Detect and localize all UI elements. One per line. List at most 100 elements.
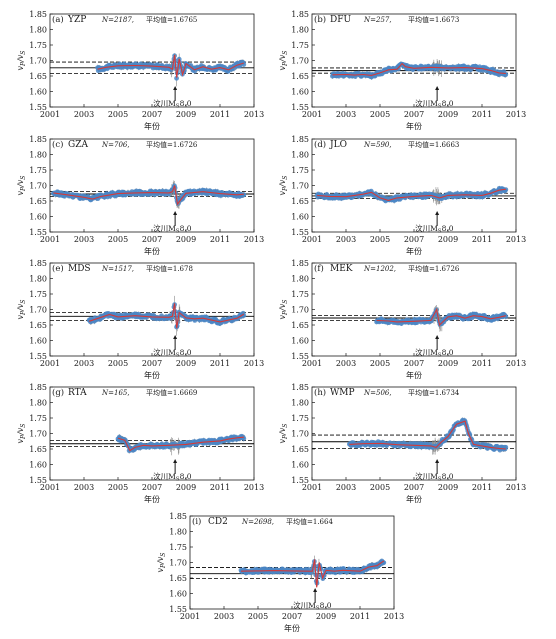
station-name: CD2 [208,517,228,527]
y-tick-label: 1.80 [291,151,309,160]
event-label: 汶川MS8.0 [153,223,192,235]
y-tick-label: 1.80 [29,275,47,284]
x-tick-label: 2005 [248,612,268,621]
plot-frame [311,13,517,108]
y-tick-label: 1.85 [291,383,309,392]
chart-panel-h: 1.55 1.60 1.65 1.70 1.75 1.80 1.85 2001 2003 2005… [278,383,526,504]
x-tick-label: 2011 [472,483,492,492]
plot-frame [49,13,255,108]
station-name: RTA [68,388,87,398]
event-arrowhead [435,335,440,339]
y-tick-label: 1.85 [291,135,309,144]
y-tick-label: 1.70 [29,306,47,315]
station-name: GZA [68,140,88,150]
y-tick-label: 1.85 [169,512,187,521]
y-tick-label: 1.65 [29,321,47,330]
x-axis-label: 年份 [406,370,422,380]
event-arrowhead [435,86,440,90]
x-tick-label: 2005 [370,359,390,368]
plot-frame [311,262,517,357]
x-tick-label: 2001 [302,110,322,119]
event-label: 汶川MS8.0 [415,223,454,235]
y-tick-label: 1.75 [291,414,309,423]
panel-label: (c) [52,139,63,150]
y-tick-label: 1.55 [291,103,309,112]
event-label: 汶川MS8.0 [415,98,454,110]
event-arrowhead [173,459,178,463]
mean-value-label: 平均值=1.6765 [146,15,197,24]
y-tick-label: 1.75 [29,41,47,50]
y-axis-label: vP/vS [278,51,289,71]
sample-count: N=257, [363,16,392,24]
y-tick-label: 1.70 [29,430,47,439]
y-axis-label: vP/vS [278,176,289,196]
x-tick-label: 2013 [506,235,526,244]
y-tick-label: 1.80 [291,26,309,35]
x-tick-label: 2003 [336,110,356,119]
plot-frame [311,138,517,233]
x-axis-label: 年份 [406,494,422,504]
smoothed-series-line [376,307,506,327]
y-tick-label: 1.75 [291,41,309,50]
y-axis-label: vP/vS [156,553,167,573]
data-point [241,62,247,67]
y-tick-label: 1.80 [169,528,187,537]
y-tick-label: 1.60 [29,88,47,97]
x-tick-label: 2007 [142,235,162,244]
data-point [174,75,179,81]
x-tick-label: 2007 [282,612,302,621]
y-tick-label: 1.60 [29,337,47,346]
x-axis-label: 年份 [144,494,160,504]
data-points [347,417,509,455]
mean-value-label: 平均值=1.6734 [408,388,460,397]
x-tick-label: 2011 [210,483,230,492]
y-tick-label: 1.80 [29,26,47,35]
x-tick-label: 2009 [438,110,458,119]
x-tick-label: 2001 [302,235,322,244]
x-tick-label: 2001 [40,359,60,368]
mean-value-label: 平均值=1.6673 [408,15,459,24]
chart-panel-b: 1.55 1.60 1.65 1.70 1.75 1.80 1.85 2001 2003 2005… [278,10,526,131]
x-tick-label: 2003 [74,483,94,492]
x-tick-label: 2013 [244,110,264,119]
x-tick-label: 2013 [244,483,264,492]
data-point [503,314,509,319]
mean-value-label: 平均值=1.6663 [408,140,459,149]
mean-value-label: 平均值=1.664 [286,517,333,526]
x-tick-label: 2003 [74,110,94,119]
x-tick-label: 2013 [506,359,526,368]
y-tick-label: 1.85 [29,135,47,144]
x-tick-label: 2011 [350,612,370,621]
smoothed-series-line [240,559,385,588]
y-tick-label: 1.70 [291,430,309,439]
y-tick-label: 1.60 [291,88,309,97]
smoothed-series-line [117,436,244,452]
y-tick-label: 1.80 [29,151,47,160]
y-tick-label: 1.70 [291,306,309,315]
y-tick-label: 1.70 [291,57,309,66]
y-tick-label: 1.65 [169,574,187,583]
smoothed-series-line [317,188,506,201]
mean-value-label: 平均值=1.6669 [146,388,197,397]
panel-label: (b) [314,14,326,25]
panel-label: (d) [314,139,326,150]
x-axis-label: 年份 [144,246,160,256]
x-axis-label: 年份 [144,121,160,131]
mean-value-label: 平均值=1.6726 [408,264,460,273]
y-tick-label: 1.55 [169,605,187,614]
x-tick-label: 2005 [370,483,390,492]
plot-frame [311,386,517,481]
x-tick-label: 2003 [214,612,234,621]
x-axis-label: 年份 [406,246,422,256]
station-name: DFU [330,15,351,25]
x-axis-label: 年份 [406,121,422,131]
y-tick-label: 1.65 [29,197,47,206]
chart-panel-g: 1.55 1.60 1.65 1.70 1.75 1.80 1.85 2001 2003 2005… [16,383,264,504]
station-name: YZP [67,15,86,25]
panel-label: (f) [314,263,324,274]
x-tick-label: 2005 [108,483,128,492]
x-tick-label: 2013 [384,612,404,621]
y-axis-label: vP/vS [278,424,289,444]
station-name: MEK [330,264,353,274]
